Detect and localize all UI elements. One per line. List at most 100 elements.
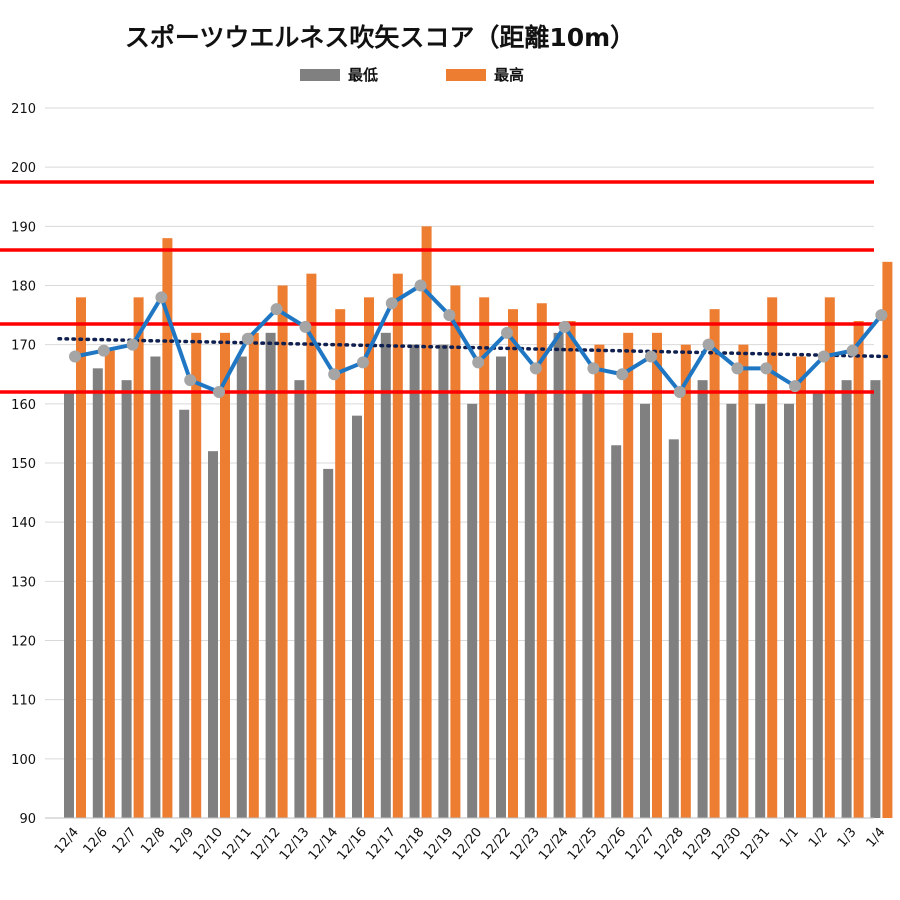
x-tick-label: 12/20 <box>450 825 486 863</box>
bar-min <box>323 468 334 818</box>
x-tick-label: 12/4 <box>52 825 82 857</box>
bar-max <box>796 356 806 818</box>
line-marker <box>97 344 110 357</box>
bar-max <box>882 261 893 818</box>
bar-min <box>640 403 650 818</box>
y-tick-label: 150 <box>11 457 36 472</box>
chart-title: スポーツウエルネス吹矢スコア（距離10m） <box>124 23 636 52</box>
bar-max <box>594 344 605 818</box>
y-tick-label: 100 <box>11 753 36 768</box>
bar-max <box>508 309 518 818</box>
legend-label-max: 最高 <box>494 66 525 84</box>
line-marker <box>184 374 197 387</box>
y-tick-label: 140 <box>11 516 36 531</box>
bar-max <box>450 285 461 818</box>
trendline <box>57 337 890 359</box>
x-tick-label: 12/18 <box>392 825 428 863</box>
legend-swatch-max <box>446 68 486 81</box>
line-marker <box>645 350 657 363</box>
bar-min <box>784 403 794 818</box>
y-tick-label: 120 <box>11 635 36 650</box>
x-tick-label: 1/2 <box>806 825 831 851</box>
line-marker <box>213 386 225 398</box>
x-tick-label: 12/29 <box>680 825 716 863</box>
bar-min <box>812 392 823 818</box>
line-marker <box>357 356 369 369</box>
bar-min <box>64 392 74 818</box>
bar-min <box>726 403 737 818</box>
bar-max <box>220 332 230 818</box>
bar-min <box>352 415 362 818</box>
bar-min <box>92 368 103 818</box>
line-marker <box>702 338 715 351</box>
bar-min <box>496 356 506 818</box>
x-tick-label: 12/16 <box>334 825 370 863</box>
x-tick-label: 12/6 <box>81 825 111 857</box>
x-tick-label: 12/12 <box>248 825 284 863</box>
bar-min <box>467 403 478 818</box>
bar-max <box>133 297 144 818</box>
bar-max <box>536 303 547 818</box>
line-marker <box>155 291 168 304</box>
bar-min <box>870 380 881 818</box>
line-marker <box>587 362 600 375</box>
y-tick-label: 160 <box>11 398 36 413</box>
y-tick-label: 200 <box>11 161 36 176</box>
x-tick-label: 12/23 <box>507 825 543 863</box>
x-tick-label: 12/14 <box>306 825 342 863</box>
bar-min <box>208 451 218 818</box>
x-tick-label: 12/31 <box>738 825 774 863</box>
bar-min <box>236 356 247 818</box>
bar-max <box>277 285 288 818</box>
line-marker <box>817 350 830 363</box>
line-marker <box>443 309 456 322</box>
x-tick-label: 12/13 <box>277 825 313 863</box>
line-marker <box>846 344 859 357</box>
bar-min <box>121 380 132 818</box>
legend-item-max: 最高 <box>446 64 524 85</box>
x-tick-label: 12/19 <box>421 825 457 863</box>
bar-max <box>364 297 374 818</box>
bar-max <box>565 321 576 818</box>
x-tick-label: 1/4 <box>864 825 889 851</box>
bar-min <box>524 392 535 818</box>
bar-max <box>479 297 490 818</box>
x-tick-label: 12/27 <box>622 825 658 863</box>
line-marker <box>616 368 629 381</box>
y-tick-label: 130 <box>11 575 36 590</box>
line-marker <box>875 309 888 322</box>
bar-min <box>755 403 766 818</box>
x-tick-label: 12/25 <box>565 825 601 863</box>
legend-item-min: 最低 <box>300 64 378 85</box>
line-marker <box>731 362 744 375</box>
x-tick-label: 12/26 <box>594 825 630 863</box>
line-marker <box>789 380 801 393</box>
line-marker <box>558 320 571 333</box>
x-tick-label: 12/8 <box>138 825 168 857</box>
x-tick-label: 12/28 <box>651 825 687 863</box>
y-tick-label: 210 <box>11 102 36 117</box>
x-tick-label: 12/24 <box>536 825 572 863</box>
line-marker <box>472 356 485 369</box>
bar-max <box>392 273 403 819</box>
line-marker <box>385 297 398 310</box>
line-marker <box>501 326 513 339</box>
bar-max <box>335 309 346 818</box>
y-tick-label: 170 <box>11 339 36 354</box>
bar-max <box>709 309 720 818</box>
y-tick-label: 190 <box>11 220 36 235</box>
bar-max <box>162 238 173 818</box>
x-tick-label: 12/22 <box>478 825 514 863</box>
line-marker <box>241 332 254 345</box>
bar-min <box>582 392 593 818</box>
bar-min <box>611 445 622 818</box>
bar-max <box>652 332 662 818</box>
bar-max <box>767 297 778 818</box>
bar-min <box>841 380 852 818</box>
line-marker <box>414 279 427 292</box>
bar-max <box>680 344 691 818</box>
legend: 最低 最高 <box>0 64 900 86</box>
bar-min <box>294 380 305 818</box>
bar-max <box>306 273 317 819</box>
